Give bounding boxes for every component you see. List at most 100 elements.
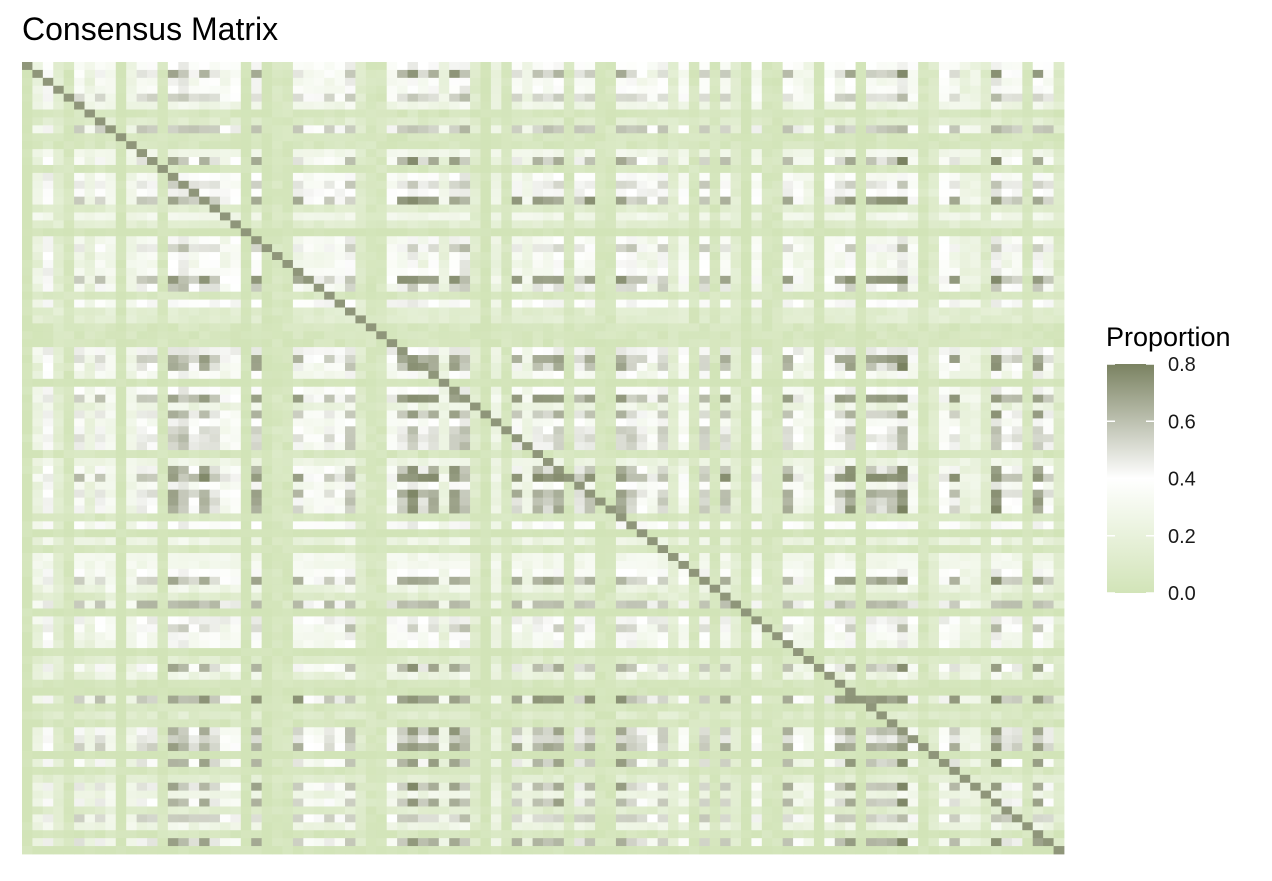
heatmap-cell [595, 212, 606, 221]
heatmap-cell [365, 212, 377, 221]
heatmap-cell [42, 378, 54, 388]
heatmap-cell [605, 291, 617, 300]
heatmap-cell [647, 275, 659, 285]
heatmap-cell [845, 347, 856, 356]
heatmap-cell [84, 141, 96, 150]
heatmap-cell [355, 323, 367, 332]
heatmap-cell [501, 188, 513, 198]
heatmap-cell [63, 291, 75, 300]
heatmap-cell [22, 378, 33, 388]
heatmap-cell [74, 212, 85, 221]
heatmap-cell [678, 283, 690, 293]
heatmap-cell [53, 125, 65, 134]
heatmap-cell [1053, 386, 1065, 396]
heatmap-cell [272, 370, 283, 380]
heatmap-cell [407, 291, 419, 300]
heatmap-cell [345, 307, 356, 316]
heatmap-cell [928, 196, 940, 205]
heatmap-cell [22, 450, 33, 459]
heatmap-cell [459, 172, 471, 182]
heatmap-cell [886, 442, 898, 451]
heatmap-cell [480, 283, 492, 293]
heatmap-cell [970, 101, 982, 110]
heatmap-cell [699, 149, 711, 158]
heatmap-cell [240, 164, 252, 174]
heatmap-cell [32, 378, 44, 388]
heatmap-cell [397, 188, 408, 198]
heatmap-cell [292, 378, 304, 388]
heatmap-cell [543, 196, 554, 205]
heatmap-cell [147, 355, 158, 364]
heatmap-cell [626, 355, 638, 364]
heatmap-cell [626, 402, 638, 411]
heatmap-cell [907, 196, 919, 205]
heatmap-cell [824, 180, 836, 190]
heatmap-cell [636, 109, 648, 118]
heatmap-cell [501, 69, 513, 79]
heatmap-cell [470, 62, 481, 71]
heatmap-cell [959, 133, 971, 142]
heatmap-cell [178, 260, 190, 269]
heatmap-cell [1001, 394, 1013, 403]
heatmap-cell [740, 141, 752, 150]
heatmap-cell [949, 434, 961, 443]
heatmap-cell [553, 196, 565, 205]
heatmap-cell [261, 283, 273, 293]
heatmap-cell [230, 172, 242, 182]
heatmap-cell [605, 315, 617, 324]
heatmap-cell [845, 450, 856, 459]
heatmap-cell [303, 347, 315, 356]
heatmap-cell [563, 69, 575, 79]
heatmap-cell [303, 370, 315, 380]
heatmap-cell [303, 141, 315, 150]
heatmap-cell [53, 339, 65, 348]
heatmap-cell [230, 180, 242, 190]
heatmap-cell [292, 442, 304, 451]
heatmap-cell [699, 93, 711, 102]
heatmap-cell [22, 172, 33, 182]
heatmap-cell [219, 85, 231, 95]
heatmap-cell [345, 69, 356, 79]
heatmap-cell [282, 434, 294, 443]
heatmap-cell [886, 196, 898, 205]
heatmap-cell [511, 188, 523, 198]
heatmap-cell [584, 117, 596, 126]
heatmap-cell [417, 331, 429, 340]
heatmap-cell [553, 69, 565, 79]
heatmap-cell [959, 141, 971, 150]
heatmap-cell [157, 220, 169, 229]
heatmap-cell [334, 141, 346, 150]
heatmap-cell [438, 236, 450, 245]
heatmap-cell [1053, 69, 1065, 79]
heatmap-cell [824, 244, 836, 253]
heatmap-cell [136, 307, 148, 316]
heatmap-cell [1043, 133, 1054, 142]
heatmap-cell [428, 386, 440, 396]
heatmap-cell [136, 180, 148, 190]
heatmap-cell [740, 402, 752, 411]
heatmap-cell [699, 109, 711, 118]
heatmap-cell [543, 244, 554, 253]
heatmap-cell [678, 125, 690, 134]
heatmap-cell [668, 402, 679, 411]
heatmap-cell [595, 355, 606, 364]
heatmap-cell [532, 244, 544, 253]
heatmap-cell [970, 252, 982, 261]
heatmap-cell [219, 101, 231, 110]
heatmap-cell [261, 442, 273, 451]
heatmap-cell [272, 77, 283, 87]
heatmap-cell [1001, 204, 1013, 213]
heatmap-cell [199, 236, 210, 245]
heatmap-cell [261, 244, 273, 253]
heatmap-cell [490, 93, 502, 102]
heatmap-cell [647, 370, 659, 380]
heatmap-cell [63, 141, 75, 150]
heatmap-cell [94, 283, 106, 293]
heatmap-cell [365, 236, 377, 245]
heatmap-cell [292, 133, 304, 142]
heatmap-cell [355, 339, 367, 348]
heatmap-cell [449, 442, 461, 451]
heatmap-cell [32, 101, 44, 110]
heatmap-cell [345, 101, 356, 110]
heatmap-cell [866, 418, 877, 427]
